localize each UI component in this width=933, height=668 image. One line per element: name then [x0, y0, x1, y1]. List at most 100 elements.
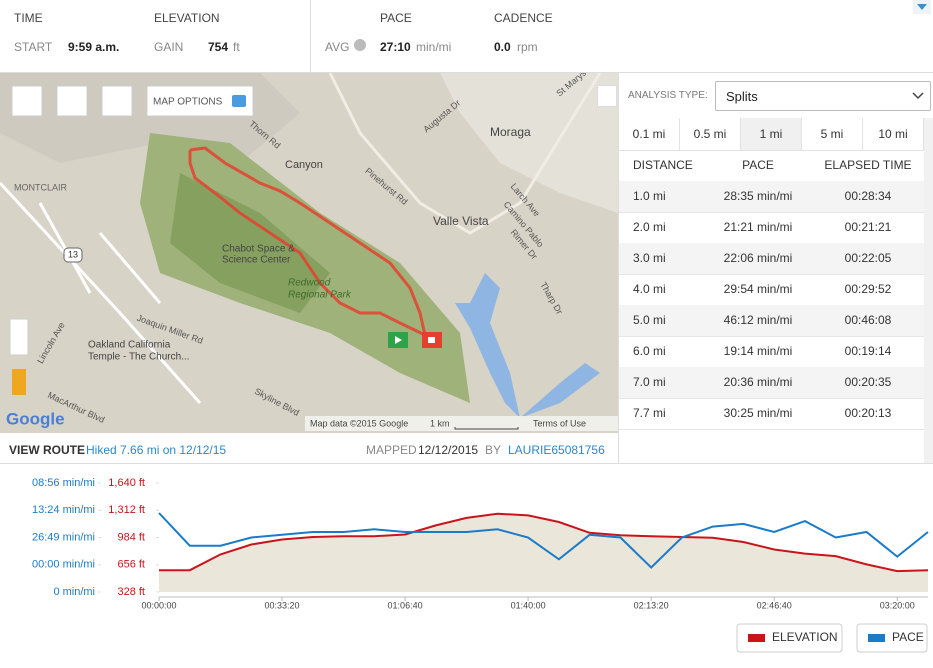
split-row: 5.0 mi 46:12 min/mi 00:46:08: [619, 305, 924, 337]
column-header: ELAPSED TIME: [824, 158, 912, 172]
x-tick-label: 00:33:20: [265, 600, 300, 610]
split-cell: 6.0 mi: [633, 344, 666, 358]
map-label: Redwood: [288, 278, 331, 289]
fullscreen-button[interactable]: [11, 85, 43, 117]
3d-button[interactable]: [56, 85, 88, 117]
split-row: 3.0 mi 22:06 min/mi 00:22:05: [619, 243, 924, 275]
map-terms[interactable]: Terms of Use: [533, 418, 586, 428]
legend-item[interactable]: PACE: [856, 623, 928, 653]
divider: [310, 0, 311, 72]
tab[interactable]: 0.1 mi: [619, 118, 680, 151]
split-cell: 1.0 mi: [633, 189, 666, 203]
select-value: Splits: [726, 89, 758, 104]
zoom-controls[interactable]: [9, 318, 29, 356]
split-cell: 00:21:21: [844, 220, 892, 234]
y2-tick-label: 0 min/mi: [53, 586, 95, 598]
split-row: 7.0 mi 20:36 min/mi 00:20:35: [619, 367, 924, 399]
collapse-toggle[interactable]: [913, 0, 931, 14]
tab[interactable]: 10 mi: [863, 118, 924, 151]
stat-label: PACE: [380, 11, 412, 25]
y-tick-label: 984 ft: [117, 531, 145, 543]
map-label: Valle Vista: [433, 214, 489, 228]
column-header: DISTANCE: [633, 158, 693, 172]
y2-tick-label: 26:49 min/mi: [32, 531, 95, 543]
map-label: Science Center: [222, 255, 291, 266]
panel-toggle[interactable]: [597, 85, 617, 107]
stat-value: 754: [208, 40, 229, 54]
map-scale: 1 km: [430, 418, 450, 428]
x-tick-label: 02:13:20: [634, 600, 669, 610]
split-cell: 22:06 min/mi: [723, 251, 793, 265]
map-label: Regional Park: [288, 290, 352, 301]
series-line: [159, 512, 929, 573]
user-link[interactable]: LAURIE65081756: [508, 443, 605, 457]
map-label: Oakland California: [88, 340, 171, 351]
split-cell: 3.0 mi: [633, 251, 666, 265]
tab[interactable]: 5 mi: [802, 118, 863, 151]
rotate-button[interactable]: [101, 85, 133, 117]
tab[interactable]: 1 mi: [741, 118, 802, 151]
split-cell: 20:36 min/mi: [723, 375, 793, 389]
stat-unit: rpm: [517, 40, 538, 54]
stat-value: 27:10: [380, 40, 411, 54]
legend-button: [856, 623, 928, 653]
split-cell: 7.0 mi: [633, 375, 666, 389]
stat-unit: min/mi: [416, 40, 452, 54]
split-cell: 4.0 mi: [633, 282, 666, 296]
help-icon[interactable]: [354, 39, 366, 51]
stats-header: [0, 0, 933, 73]
x-tick-label: 01:06:40: [388, 600, 423, 610]
legend-item[interactable]: ELEVATION: [736, 623, 843, 653]
split-cell: 00:29:52: [844, 282, 892, 296]
y-tick-label: 656 ft: [117, 559, 145, 571]
scrollbar[interactable]: [924, 118, 933, 463]
map-label: MONTCLAIR: [14, 182, 68, 192]
split-cell: 2.0 mi: [633, 220, 666, 234]
stat-value: 9:59 a.m.: [68, 40, 120, 54]
split-cell: 00:20:35: [844, 375, 892, 389]
view-route[interactable]: VIEW ROUTE: [9, 443, 86, 457]
split-row: 2.0 mi 21:21 min/mi 00:21:21: [619, 212, 924, 244]
highway-shield: 13: [68, 249, 78, 259]
split-cell: 28:35 min/mi: [723, 189, 793, 203]
split-cell: 00:19:14: [844, 344, 892, 358]
map-label: Canyon: [285, 159, 323, 171]
street-view[interactable]: [12, 369, 26, 395]
by-label: BY: [485, 443, 502, 457]
map[interactable]: MAP OPTIONS Moraga Canyon Valle Vista MO…: [0, 73, 618, 433]
analysis-panel: ANALYSIS TYPE: Splits 0.1 mi 0.5 mi 1 mi 5 …: [597, 73, 933, 463]
legend-label: PACE: [892, 630, 924, 644]
legend-swatch: [748, 634, 765, 642]
stat-sublabel: AVG: [325, 40, 350, 54]
map-label: Temple - The Church...: [88, 352, 190, 363]
stat-label: CADENCE: [494, 11, 553, 25]
stat-value: 0.0: [494, 40, 511, 54]
stat-sublabel: GAIN: [154, 40, 184, 54]
split-row: 4.0 mi 29:54 min/mi 00:29:52: [619, 274, 924, 306]
split-cell: 21:21 min/mi: [723, 220, 793, 234]
y-tick-label: 1,312 ft: [108, 504, 145, 516]
split-cell: 00:20:13: [844, 406, 892, 420]
route-link[interactable]: Hiked 7.66 mi on 12/12/15: [86, 443, 227, 457]
y-tick-label: 328 ft: [117, 586, 145, 598]
legend-button: [736, 623, 843, 653]
tab[interactable]: 0.5 mi: [680, 118, 741, 151]
series-line: [158, 512, 929, 569]
split-cell: 30:25 min/mi: [723, 406, 793, 420]
analysis-label: ANALYSIS TYPE:: [628, 90, 708, 101]
column-header: PACE: [742, 158, 774, 172]
y-tick-label: 1,640 ft: [108, 477, 145, 489]
split-cell: 29:54 min/mi: [723, 282, 793, 296]
map-label: Chabot Space &: [222, 244, 295, 255]
split-cell: 7.7 mi: [633, 406, 666, 420]
split-cell: 00:22:05: [844, 251, 892, 265]
split-cell: 46:12 min/mi: [723, 313, 793, 327]
mapped-date: 12/12/2015: [418, 443, 479, 457]
x-tick-label: 01:40:00: [511, 600, 546, 610]
analysis-select[interactable]: Splits: [715, 81, 931, 111]
map-logo: Google: [6, 409, 65, 428]
button-label: MAP OPTIONS: [153, 97, 223, 108]
split-row: 7.7 mi 30:25 min/mi 00:20:13: [619, 398, 924, 430]
select-arrow: [912, 92, 924, 100]
